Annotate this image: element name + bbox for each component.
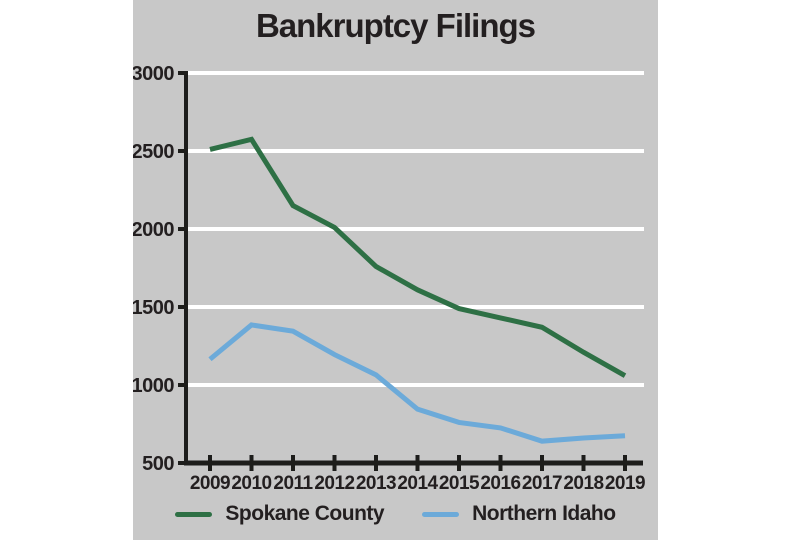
x-axis-label-2014: 2014	[397, 473, 438, 494]
y-axis-label-2000: 2000	[133, 219, 174, 241]
legend-label-spokane-county: Spokane County	[225, 502, 385, 525]
legend: Spokane County Northern Idaho	[133, 502, 658, 526]
chart-card: Bankruptcy Filings 2009 2010 2011 2012 2013 2…	[133, 0, 658, 540]
y-axis-label-500: 500	[142, 453, 174, 475]
series-line-spokane-county	[209, 136, 627, 378]
legend-label-northern-idaho: Northern Idaho	[472, 502, 616, 525]
y-axis-label-2500: 2500	[133, 141, 174, 163]
x-axis-label-2016: 2016	[480, 473, 520, 494]
y-axis-label-1500: 1500	[133, 297, 174, 319]
x-axis-label-2013: 2013	[356, 473, 396, 494]
chart-title: Bankruptcy Filings	[255, 7, 536, 44]
x-axis-label-2019: 2019	[605, 473, 645, 494]
legend-item-spokane-county: Spokane County	[175, 502, 385, 526]
series-line-northern-idaho	[208, 322, 626, 444]
northern-idaho-line-swatch	[422, 511, 460, 517]
x-axis-label-2017: 2017	[522, 473, 562, 494]
x-axis-label-2018: 2018	[563, 473, 603, 494]
x-axis-label-2012: 2012	[314, 473, 354, 494]
x-axis-label-2009: 2009	[190, 473, 230, 494]
legend-item-northern-idaho: Northern Idaho	[422, 502, 616, 526]
x-axis-label-2015: 2015	[439, 473, 480, 494]
x-axis-label-2010: 2010	[231, 473, 271, 494]
x-axis-label-2011: 2011	[273, 473, 313, 494]
y-axis-label-3000: 3000	[133, 63, 174, 85]
spokane-county-line-swatch	[175, 511, 213, 517]
line-chart-plot-area: 2009 2010 2011 2012 2013 2014 2015 2016 2017 2018…	[133, 63, 646, 494]
y-axis-label-1000: 1000	[133, 375, 174, 397]
